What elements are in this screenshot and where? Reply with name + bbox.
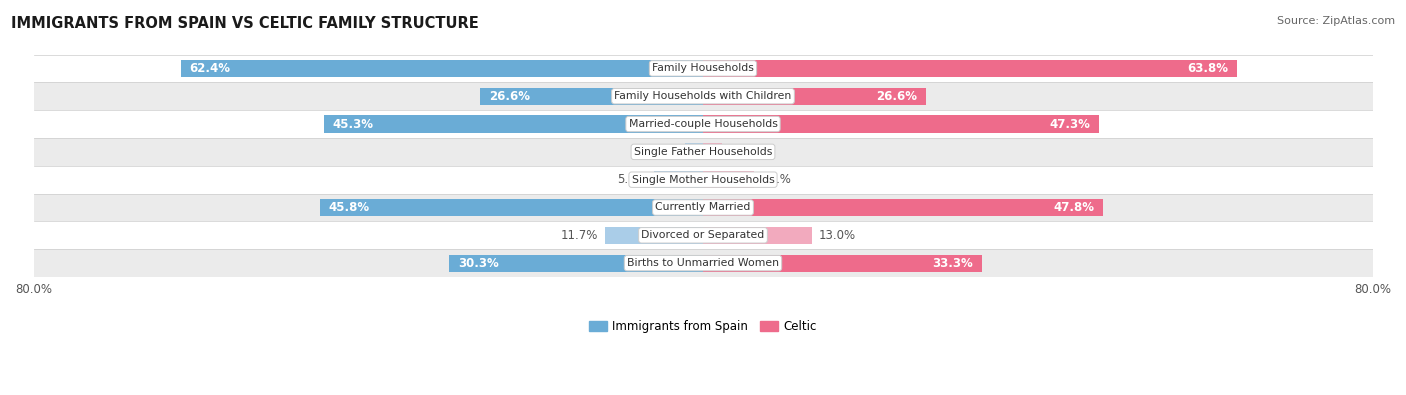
Text: Divorced or Separated: Divorced or Separated [641,230,765,240]
Bar [181,60,703,77]
Text: 2.3%: 2.3% [728,145,759,158]
Bar [703,227,811,244]
Text: Family Households: Family Households [652,64,754,73]
Text: 47.3%: 47.3% [1050,118,1091,130]
Text: Family Households with Children: Family Households with Children [614,91,792,101]
Bar [450,254,703,272]
Bar [703,115,1099,133]
Text: Source: ZipAtlas.com: Source: ZipAtlas.com [1277,16,1395,26]
Bar [34,82,1372,110]
Text: 5.9%: 5.9% [617,173,647,186]
Text: 30.3%: 30.3% [458,257,499,270]
Text: 2.1%: 2.1% [648,145,679,158]
Bar [703,171,754,188]
Bar [34,110,1372,138]
Bar [686,143,703,160]
Bar [34,55,1372,82]
Text: 26.6%: 26.6% [876,90,917,103]
Text: Married-couple Households: Married-couple Households [628,119,778,129]
Text: IMMIGRANTS FROM SPAIN VS CELTIC FAMILY STRUCTURE: IMMIGRANTS FROM SPAIN VS CELTIC FAMILY S… [11,16,479,31]
Legend: Immigrants from Spain, Celtic: Immigrants from Spain, Celtic [589,320,817,333]
Text: 63.8%: 63.8% [1188,62,1229,75]
Bar [323,115,703,133]
Bar [703,60,1237,77]
Text: Single Mother Households: Single Mother Households [631,175,775,185]
Bar [34,249,1372,277]
Bar [703,254,981,272]
Text: 45.3%: 45.3% [332,118,373,130]
Bar [703,199,1104,216]
Bar [605,227,703,244]
Bar [319,199,703,216]
Text: 45.8%: 45.8% [328,201,370,214]
Text: 26.6%: 26.6% [489,90,530,103]
Text: Currently Married: Currently Married [655,203,751,213]
Bar [481,88,703,105]
Bar [34,166,1372,194]
Text: Births to Unmarried Women: Births to Unmarried Women [627,258,779,268]
Text: 13.0%: 13.0% [818,229,856,242]
Bar [34,138,1372,166]
Bar [654,171,703,188]
Bar [703,143,723,160]
Text: 47.8%: 47.8% [1053,201,1095,214]
Text: 62.4%: 62.4% [190,62,231,75]
Text: 11.7%: 11.7% [561,229,599,242]
Text: 6.1%: 6.1% [761,173,790,186]
Bar [34,222,1372,249]
Text: Single Father Households: Single Father Households [634,147,772,157]
Bar [34,194,1372,222]
Text: 33.3%: 33.3% [932,257,973,270]
Bar [703,88,925,105]
